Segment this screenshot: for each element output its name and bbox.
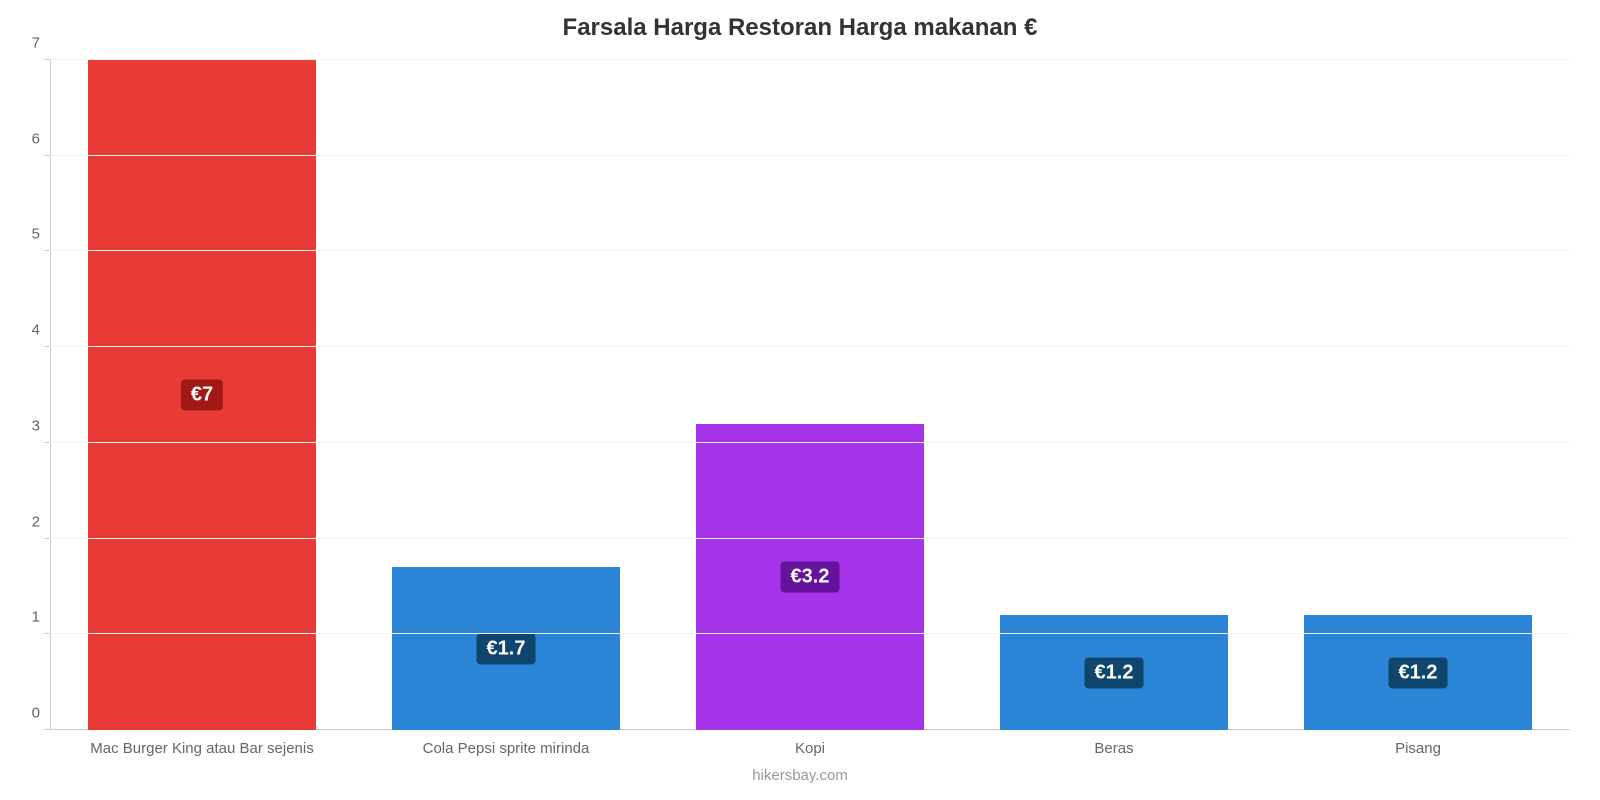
- x-tick-label: Kopi: [795, 730, 825, 757]
- grid-line: [50, 633, 1570, 634]
- bar-value-label: €1.7: [477, 633, 536, 664]
- bar: €3.2: [696, 424, 924, 730]
- bar-value-label: €1.2: [1389, 657, 1448, 688]
- y-tick-label: 3: [32, 417, 50, 434]
- y-tick-mark: [44, 633, 50, 634]
- grid-line: [50, 442, 1570, 443]
- footer-credit: hikersbay.com: [0, 767, 1600, 784]
- bar: €7: [88, 60, 316, 730]
- x-tick-label: Pisang: [1395, 730, 1441, 757]
- y-tick-label: 0: [32, 705, 50, 722]
- y-tick-mark: [44, 59, 50, 60]
- chart-title: Farsala Harga Restoran Harga makanan €: [0, 0, 1600, 42]
- bar-value-label: €1.2: [1085, 657, 1144, 688]
- y-tick-label: 4: [32, 322, 50, 339]
- y-tick-label: 5: [32, 226, 50, 243]
- y-tick-mark: [44, 538, 50, 539]
- y-tick-label: 6: [32, 130, 50, 147]
- y-tick-label: 7: [32, 35, 50, 52]
- plot-area: €7€1.7€3.2€1.2€1.2 01234567Mac Burger Ki…: [50, 60, 1570, 730]
- grid-line: [50, 59, 1570, 60]
- bar: €1.7: [392, 567, 620, 730]
- x-tick-label: Mac Burger King atau Bar sejenis: [90, 730, 313, 757]
- y-tick-mark: [44, 155, 50, 156]
- chart-container: Farsala Harga Restoran Harga makanan € €…: [0, 0, 1600, 800]
- grid-line: [50, 538, 1570, 539]
- y-tick-mark: [44, 346, 50, 347]
- y-tick-label: 1: [32, 609, 50, 626]
- y-tick-label: 2: [32, 513, 50, 530]
- y-tick-mark: [44, 442, 50, 443]
- grid-line: [50, 155, 1570, 156]
- bar-value-label: €3.2: [781, 561, 840, 592]
- grid-line: [50, 346, 1570, 347]
- x-tick-label: Cola Pepsi sprite mirinda: [423, 730, 590, 757]
- y-tick-mark: [44, 729, 50, 730]
- bar-value-label: €7: [181, 380, 223, 411]
- x-tick-label: Beras: [1094, 730, 1133, 757]
- grid-line: [50, 250, 1570, 251]
- bars-layer: €7 €1.7 €3.2 €1.2 €1.2: [50, 60, 1570, 730]
- y-tick-mark: [44, 250, 50, 251]
